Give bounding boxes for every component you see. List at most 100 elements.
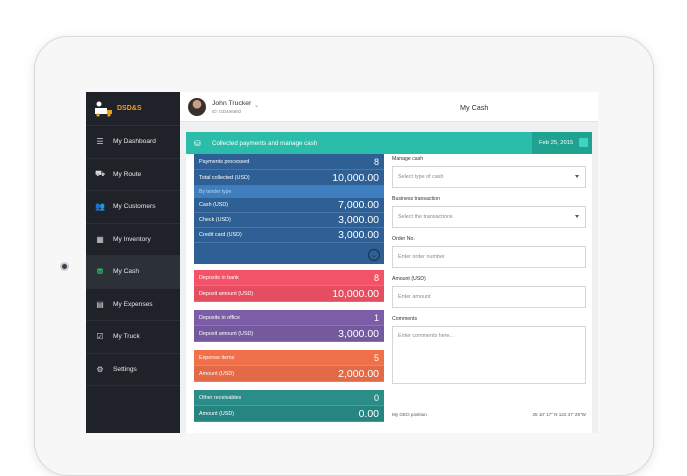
expense-amount-label: Amount (USD) [199,370,235,377]
amount-input[interactable]: Enter amount [392,286,586,308]
check-value: 3,000.00 [338,214,379,226]
sidebar-item-cash[interactable]: ⛃ My Cash [86,256,180,289]
geo-value: 25 10' 17" N 122 47' 25"W [532,412,586,417]
sidebar-item-label: My Inventory [113,235,151,243]
total-collected-row: Total collected (USD) 10,000.00 [194,170,384,186]
user-name: John Trucker [212,100,252,107]
users-icon: 👥 [95,202,105,212]
main-content: ⛁ Collected payments and manage cash Feb… [180,122,598,433]
page-title: My Cash [460,103,489,112]
bank-count-label: Deposits in bank [199,274,239,281]
receivables-count-label: Other receivables [199,394,242,401]
cash-label: Cash (USD) [199,202,229,208]
sidebar-item-settings[interactable]: ⚙ Settings [86,354,180,386]
bank-amount-label: Deposit amount (USD) [199,290,254,297]
payments-card: Payments processed 8 Total collected (US… [194,154,384,264]
sidebar-item-label: My Route [113,170,142,178]
expenses-icon: ▤ [96,299,104,309]
sidebar-item-inventory[interactable]: ▦ My Inventory [86,224,180,256]
cash-row: Cash (USD) 7,000.00 [194,198,384,213]
total-collected-value: 10,000.00 [332,171,379,184]
camera-icon [60,262,69,271]
cash-panel: Payments processed 8 Total collected (US… [186,154,592,433]
receivables-count-value: 0 [373,392,379,403]
expense-count-label: Expense items [199,354,235,361]
expense-card: Expense items 5 Amount (USD) 2,000.00 [194,350,384,382]
date-value: Feb 25, 2015 [539,140,574,146]
receivables-amount-label: Amount (USD) [199,410,235,417]
order-placeholder: Enter order number [398,254,445,260]
cash-value: 7,000.00 [338,199,379,211]
order-number-input[interactable]: Enter order number [392,246,586,268]
sidebar-item-label: My Cash [113,268,140,276]
bank-count-value: 8 [373,272,379,283]
sidebar-item-customers[interactable]: 👥 My Customers [86,191,180,224]
sidebar-item-label: My Truck [113,333,140,341]
sidebar: DSD&S ☰ My Dashboard ⛟ My Route 👥 My Custom… [86,92,180,433]
comments-textarea[interactable]: Enter comments here... [392,326,586,384]
menu-icon: ☰ [96,137,104,147]
cash-hand-icon: ⛁ [194,138,201,148]
logo[interactable]: DSD&S [86,92,180,126]
total-collected-label: Total collected (USD) [199,174,250,181]
sidebar-item-label: Settings [113,365,137,373]
office-amount-label: Deposit amount (USD) [199,330,254,337]
chevron-down-icon[interactable]: ⌄ [254,103,260,109]
office-count-label: Deposits in office [199,314,240,321]
date-picker[interactable]: Feb 25, 2015 [532,132,592,154]
cash-icon: ⛃ [96,267,104,277]
cash-type-select[interactable]: Select type of cash [392,166,586,188]
sidebar-item-expenses[interactable]: ▤ My Expenses [86,289,180,321]
chevron-down-icon [575,215,579,218]
sidebar-item-label: My Dashboard [113,138,156,146]
office-deposits-card: Deposits in office 1 Deposit amount (USD… [194,310,384,342]
sidebar-item-label: My Expenses [113,300,153,308]
credit-card-row: Credit card (USD) 3,000.00 [194,228,384,243]
sidebar-item-truck[interactable]: ☑ My Truck [86,321,180,354]
tender-type-heading: By tender type [194,186,384,198]
app-screen: DSD&S ☰ My Dashboard ⛟ My Route 👥 My Custom… [86,92,598,433]
geo-label: My GEO position [392,412,427,417]
expense-count-row: Expense items 5 [194,350,384,366]
top-bar: John Trucker ID: GD456892 ⌄ My Cash [180,92,598,122]
gear-icon: ⚙ [96,364,104,374]
truck-check-icon: ☑ [96,332,104,342]
calendar-icon[interactable] [579,138,588,147]
receivables-amount-value: 0.00 [358,407,379,420]
receivables-amount-row: Amount (USD) 0.00 [194,406,384,422]
receivables-card: Other receivables 0 Amount (USD) 0.00 [194,390,384,422]
bank-amount-value: 10,000.00 [332,287,379,300]
check-label: Check (USD) [199,217,231,223]
banner-title: Collected payments and manage cash [212,139,318,147]
section-banner: ⛁ Collected payments and manage cash Feb… [186,132,592,154]
expense-count-value: 5 [373,352,379,363]
sidebar-item-label: My Customers [113,203,156,211]
business-label: Business transaction [392,196,440,202]
expand-icon[interactable]: ⌄ [368,249,380,261]
user-id: ID: GD456892 [212,109,242,114]
chevron-down-icon [575,175,579,178]
truck-icon [94,101,114,117]
expense-amount-value: 2,000.00 [338,367,379,380]
comments-placeholder: Enter comments here... [398,333,455,339]
cash-type-placeholder: Select type of cash [398,174,444,180]
logo-text: DSD&S [117,105,142,112]
comments-label: Comments [392,316,418,322]
payments-processed-value: 8 [373,156,379,167]
payments-processed-row: Payments processed 8 [194,154,384,170]
avatar[interactable] [188,98,206,116]
transaction-select[interactable]: Select the transactions [392,206,586,228]
order-label: Order No. [392,236,415,242]
bank-amount-row: Deposit amount (USD) 10,000.00 [194,286,384,302]
office-count-value: 1 [373,312,379,323]
credit-card-label: Credit card (USD) [199,232,242,238]
credit-card-value: 3,000.00 [338,229,379,241]
manage-cash-label: Manage cash [392,156,424,162]
bank-deposits-card: Deposits in bank 8 Deposit amount (USD) … [194,270,384,302]
car-icon: ⛟ [94,169,106,179]
sidebar-item-dashboard[interactable]: ☰ My Dashboard [86,126,180,159]
sidebar-item-route[interactable]: ⛟ My Route [86,159,180,191]
check-row: Check (USD) 3,000.00 [194,213,384,228]
inventory-icon: ▦ [96,234,104,244]
geo-position: My GEO position 25 10' 17" N 122 47' 25"… [392,412,586,417]
